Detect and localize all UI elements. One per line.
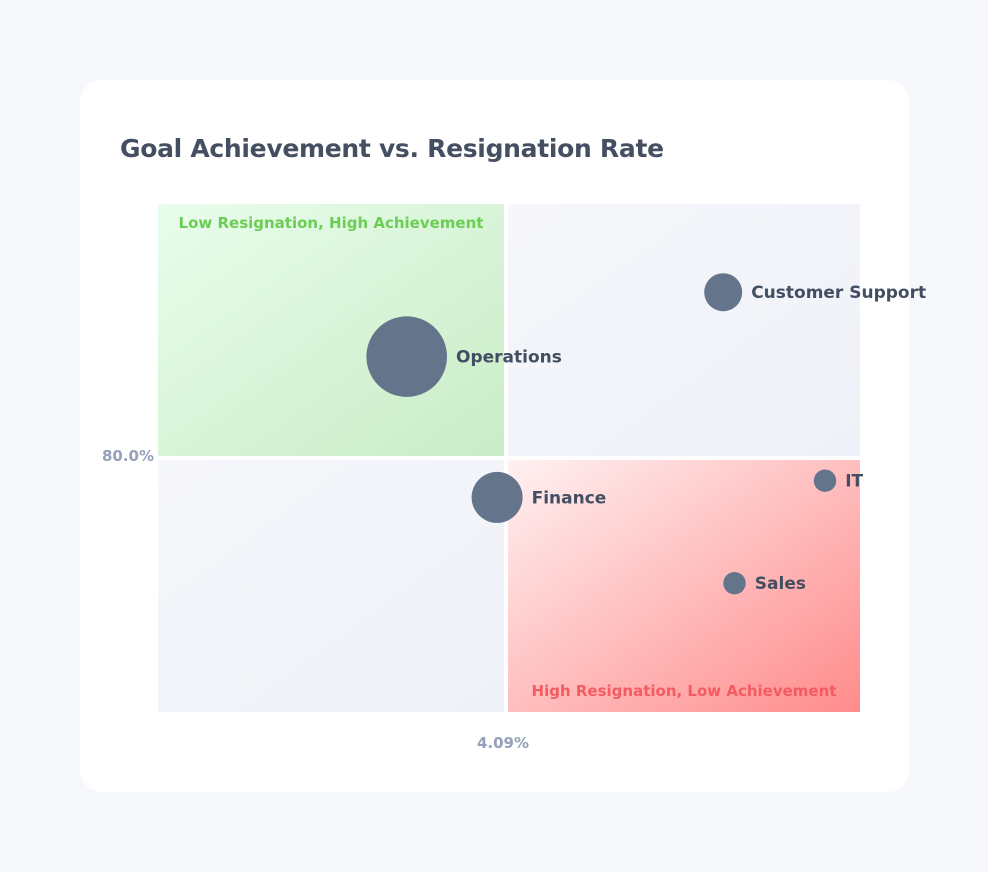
chart-title: Goal Achievement vs. Resignation Rate — [120, 134, 664, 163]
point-label-operations: Operations — [456, 348, 562, 368]
point-label-customer-support: Customer Support — [751, 283, 926, 303]
point-operations[interactable] — [366, 316, 448, 397]
x-divider-label: 4.09% — [477, 734, 529, 752]
quadrant-label-bottom-right: High Resignation, Low Achievement — [532, 682, 837, 700]
quadrant-label-top-left: Low Resignation, High Achievement — [179, 214, 484, 232]
data-points: Customer Support Operations Finance IT Sales — [366, 273, 926, 595]
point-customer-support[interactable] — [704, 273, 743, 312]
quadrant-bottom-left — [158, 460, 504, 712]
point-finance[interactable] — [471, 471, 523, 523]
point-label-it: IT — [845, 472, 863, 492]
y-divider-label: 80.0% — [102, 447, 154, 465]
point-sales[interactable] — [723, 572, 746, 595]
point-label-finance: Finance — [532, 488, 607, 508]
quadrant-top-left — [158, 204, 504, 456]
point-it[interactable] — [813, 469, 837, 492]
quadrant-bottom-right — [508, 460, 860, 712]
point-label-sales: Sales — [755, 574, 806, 594]
quadrant-top-right — [508, 204, 860, 456]
